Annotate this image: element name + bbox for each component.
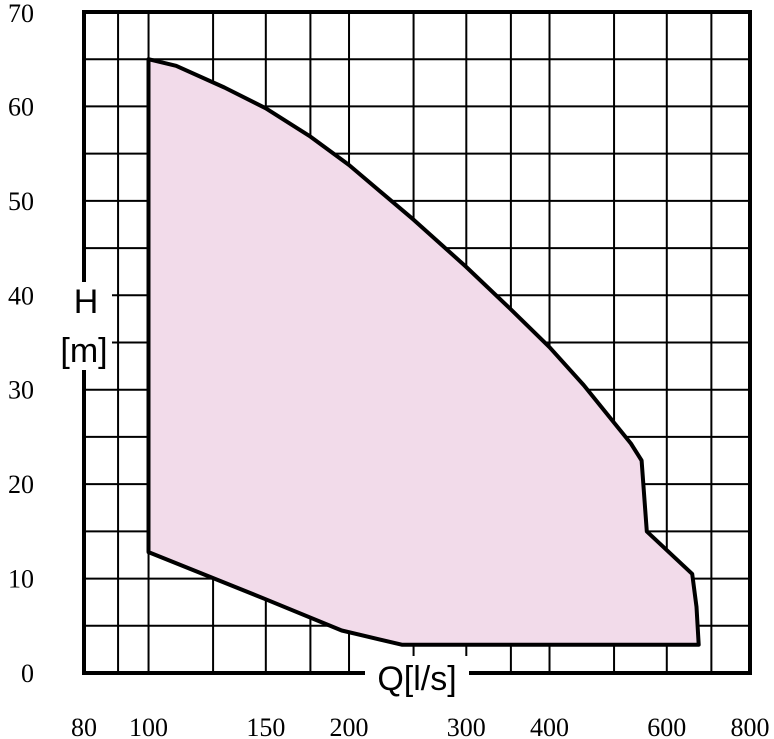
y-axis-title-line2: [m]: [60, 332, 107, 370]
y-tick-label: 20: [8, 470, 34, 499]
axis-titles: H [m] Q[l/s]: [54, 282, 469, 698]
x-axis-title-background: [365, 656, 469, 694]
area-series: [146, 57, 701, 647]
y-tick-label: 60: [8, 92, 34, 121]
y-tick-label: 50: [8, 187, 34, 216]
y-axis-title-line1: H: [74, 283, 99, 321]
x-tick-label: 150: [246, 713, 285, 739]
x-axis-title: Q[l/s]: [377, 660, 456, 698]
y-tick-label: 0: [21, 659, 34, 688]
y-tick-label: 10: [8, 565, 34, 594]
y-tick-label: 70: [8, 0, 34, 28]
operating-range-area: [146, 57, 701, 647]
x-tick-label: 300: [447, 713, 486, 739]
x-tick-label: 100: [129, 713, 168, 739]
x-tick-label: 80: [71, 713, 97, 739]
y-tick-label: 40: [8, 281, 34, 310]
x-tick-label: 400: [530, 713, 569, 739]
y-tick-label: 30: [8, 376, 34, 405]
x-tick-label: 600: [647, 713, 686, 739]
x-axis-ticks: 80 100 150 200 300 400 600 800: [71, 713, 770, 739]
x-tick-label: 200: [330, 713, 369, 739]
x-tick-label: 800: [731, 713, 770, 739]
y-axis-ticks: 0 10 20 30 40 50 60 70: [8, 0, 34, 688]
y-axis-title-background: [54, 282, 112, 370]
